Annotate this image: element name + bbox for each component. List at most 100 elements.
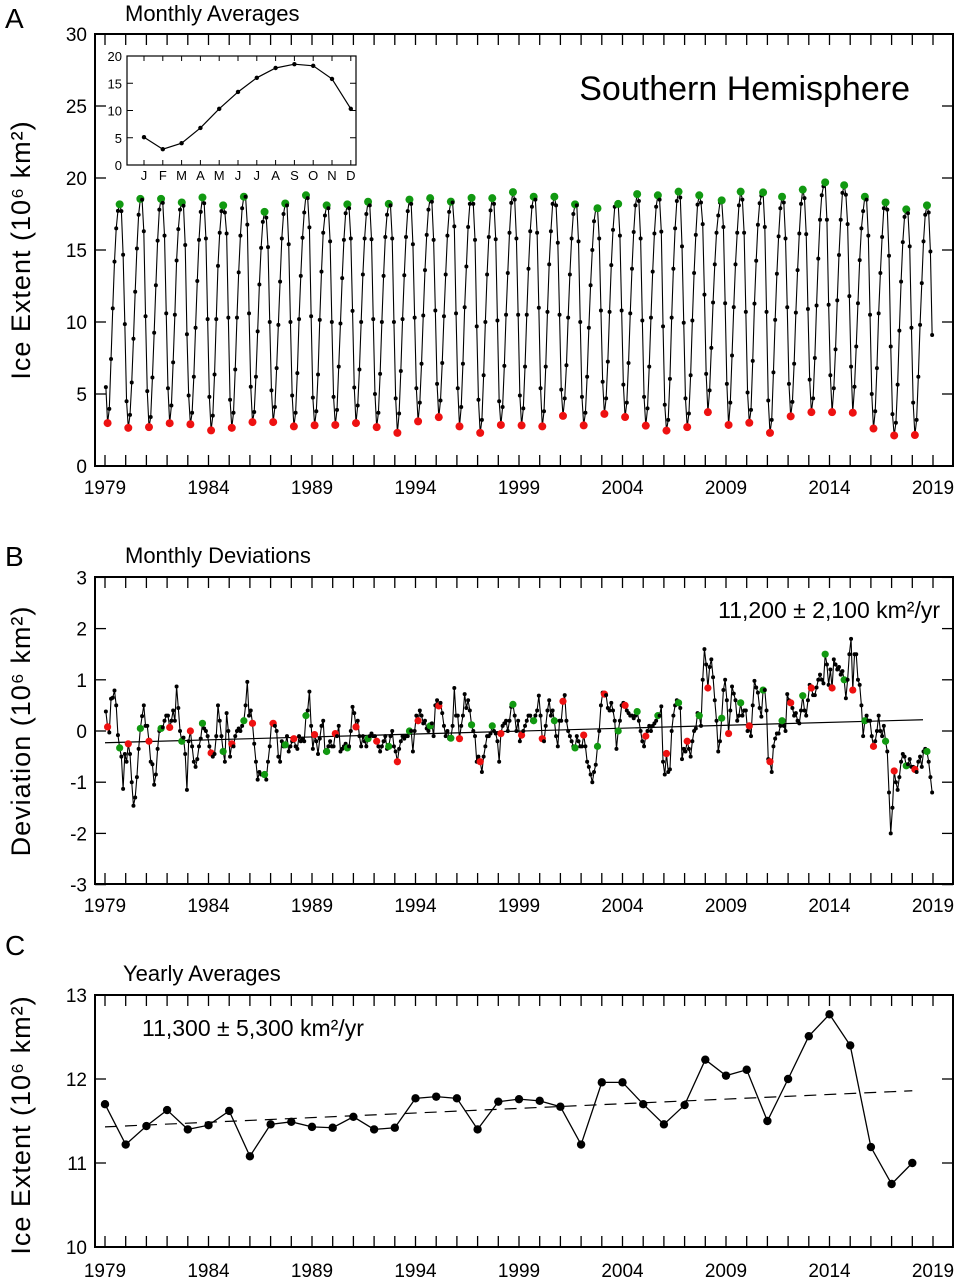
x-tick-label: 2009 (705, 896, 747, 917)
monthly-point (588, 283, 593, 288)
max-month-deviation-point (593, 742, 602, 750)
monthly-point (769, 417, 774, 422)
monthly-point (103, 385, 108, 390)
deviation-point (390, 729, 395, 733)
x-tick-label: 2019 (912, 896, 954, 917)
monthly-point (721, 224, 726, 229)
max-month-deviation-point (881, 737, 890, 745)
deviation-point (355, 718, 360, 723)
deviation-point (336, 723, 341, 728)
monthly-point (274, 366, 279, 371)
deviation-point (110, 695, 115, 700)
deviation-point (466, 698, 471, 703)
monthly-point (728, 400, 733, 405)
deviation-point (214, 734, 219, 739)
deviation-point (122, 752, 127, 757)
inset-frame (126, 55, 357, 166)
yearly-average-point (266, 1120, 275, 1129)
deviation-point (357, 734, 362, 739)
x-tick-label: 2004 (601, 896, 644, 917)
monthly-point (409, 201, 414, 206)
yearly-max-point (695, 191, 704, 200)
deviation-point (893, 780, 898, 785)
deviation-point (245, 679, 250, 684)
yearly-min-point (144, 423, 153, 432)
min-month-deviation-point (352, 723, 360, 731)
monthly-point (314, 409, 319, 414)
deviation-point (586, 764, 591, 769)
monthly-point (174, 258, 179, 263)
monthly-point (157, 207, 162, 212)
monthly-point (486, 235, 491, 240)
monthly-point (700, 222, 705, 227)
inset-month-label: J (254, 168, 261, 183)
monthly-point (202, 201, 207, 206)
deviation-point (359, 744, 364, 749)
monthly-point (661, 324, 666, 329)
deviation-point (331, 744, 336, 749)
deviation-point (517, 739, 522, 744)
monthly-point (514, 236, 519, 241)
deviation-point (141, 703, 146, 708)
monthly-point (859, 226, 864, 231)
deviation-point (414, 713, 419, 718)
deviation-point (583, 744, 588, 749)
deviation-point (730, 684, 735, 689)
min-month-deviation-point (704, 684, 712, 692)
monthly-point (485, 272, 490, 277)
monthly-point (243, 194, 248, 199)
y-tick-label: 2 (76, 620, 87, 641)
monthly-point (455, 386, 460, 391)
yearly-max-point (198, 193, 207, 202)
min-month-deviation-point (828, 684, 836, 692)
deviation-point (700, 677, 705, 682)
monthly-point (547, 262, 552, 267)
monthly-point (464, 264, 469, 269)
deviation-point (885, 749, 890, 754)
monthly-point (900, 240, 905, 245)
monthly-point (600, 379, 605, 384)
deviation-point (592, 769, 597, 774)
monthly-point (571, 212, 576, 216)
yearly-min-point (683, 423, 692, 432)
deviation-point (507, 718, 512, 723)
yearly-average-point (390, 1123, 399, 1132)
yearly-min-point (310, 421, 319, 430)
monthly-point (398, 368, 403, 373)
min-month-deviation-point (186, 727, 194, 735)
deviation-point (391, 744, 396, 749)
x-tick-label: 1984 (187, 896, 230, 917)
monthly-point (269, 388, 274, 393)
monthly-point (322, 213, 327, 218)
deviation-point (471, 729, 476, 733)
deviation-point (152, 782, 157, 787)
deviation-point (638, 729, 643, 733)
yearly-max-point (759, 188, 768, 197)
monthly-point (617, 233, 622, 238)
monthly-point (245, 222, 250, 227)
inset-point (141, 135, 147, 140)
monthly-point (517, 393, 522, 398)
deviation-point (814, 685, 819, 690)
inset-month-label: J (141, 168, 148, 183)
monthly-point (690, 318, 695, 323)
monthly-point (183, 242, 188, 247)
yearly-min-point (910, 431, 919, 440)
deviation-point (840, 669, 845, 674)
min-month-deviation-point (124, 740, 132, 748)
monthly-point (631, 230, 636, 234)
deviation-point (460, 713, 465, 718)
min-month-deviation-point (745, 722, 753, 730)
deviation-point (855, 677, 860, 682)
yearly-min-point (434, 413, 443, 422)
deviation-point (255, 777, 260, 782)
deviation-point (319, 723, 324, 728)
monthly-point (905, 211, 910, 216)
deviation-point (119, 754, 124, 759)
monthly-point (621, 382, 626, 387)
deviation-point (171, 708, 176, 713)
deviation-point (121, 786, 126, 791)
monthly-point (566, 315, 571, 320)
deviation-point (165, 713, 170, 718)
